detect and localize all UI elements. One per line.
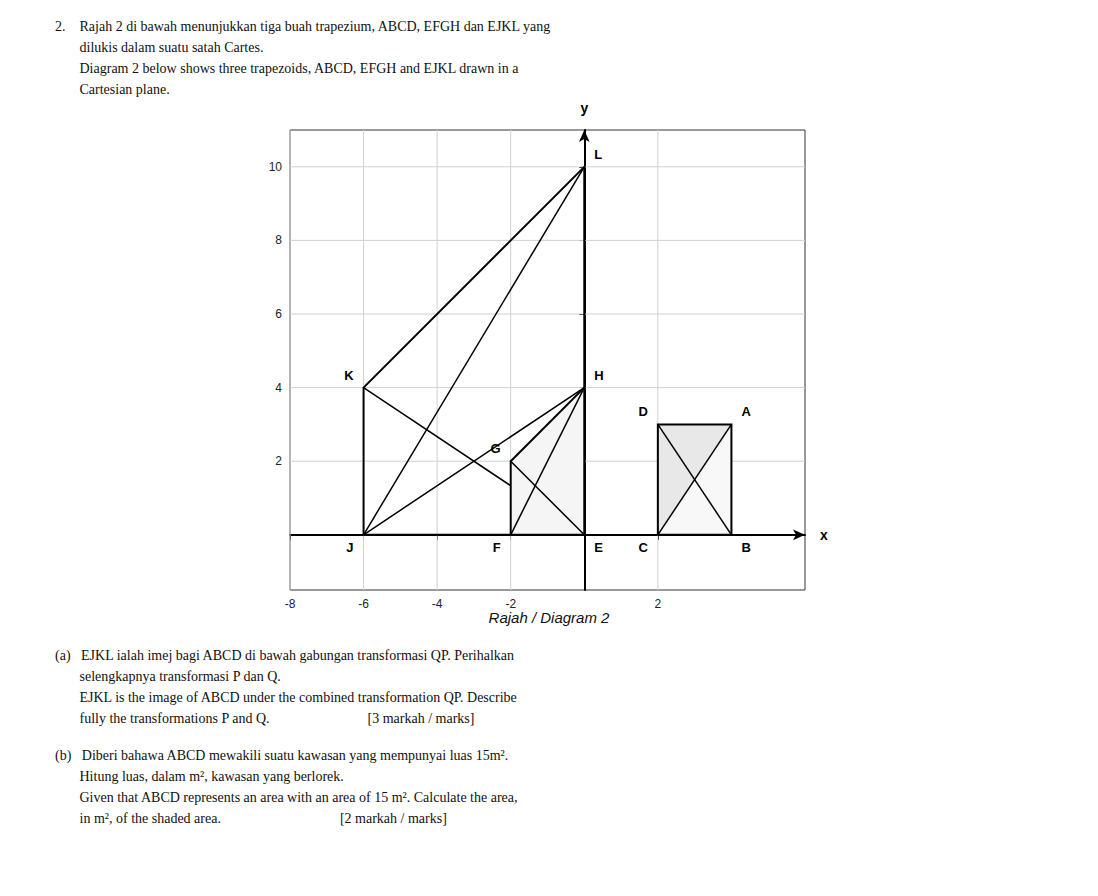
svg-text:J: J	[346, 540, 353, 555]
svg-text:in m², of the shaded area.: in m², of the shaded area. [2 markah / m…	[55, 811, 447, 826]
svg-text:(b) Diberi bahawa ABCD mewak: (b) Diberi bahawa ABCD mewakili suatu ka…	[55, 748, 508, 764]
svg-text:L: L	[594, 147, 602, 162]
svg-text:F: F	[493, 540, 501, 555]
svg-text:EJKL is the image of ABCD unde: EJKL is the image of ABCD under the comb…	[55, 690, 517, 705]
svg-text:D: D	[638, 404, 647, 419]
svg-text:fully the transformations P an: fully the transformations P and Q. [3 ma…	[55, 711, 474, 726]
svg-text:2: 2	[655, 597, 662, 611]
svg-text:G: G	[491, 441, 501, 456]
svg-text:Cartesian plane.: Cartesian plane.	[55, 82, 170, 97]
svg-text:dilukis dalam suatu satah Cart: dilukis dalam suatu satah Cartes.	[55, 40, 263, 55]
svg-text:10: 10	[269, 160, 283, 174]
svg-text:Rajah / Diagram 2: Rajah / Diagram 2	[489, 609, 611, 626]
svg-text:(a) EJKL ialah imej bagi ABC: (a) EJKL ialah imej bagi ABCD di bawah g…	[55, 648, 514, 664]
svg-text:Given that ABCD represents an: Given that ABCD represents an area with …	[55, 790, 518, 805]
svg-text:-8: -8	[285, 597, 296, 611]
svg-text:A: A	[741, 404, 751, 419]
svg-text:y: y	[580, 100, 588, 116]
svg-text:8: 8	[275, 233, 282, 247]
svg-text:-6: -6	[358, 597, 369, 611]
svg-text:2: 2	[275, 454, 282, 468]
svg-text:H: H	[594, 368, 603, 383]
svg-text:2. Rajah 2 di bawah menunju: 2. Rajah 2 di bawah menunjukkan tiga bua…	[55, 19, 550, 34]
svg-text:6: 6	[275, 307, 282, 321]
svg-text:B: B	[741, 540, 750, 555]
svg-text:4: 4	[275, 381, 282, 395]
svg-text:selengkapnya transformasi P da: selengkapnya transformasi P dan Q.	[55, 669, 281, 684]
svg-text:-2: -2	[505, 597, 517, 611]
svg-text:Diagram 2 below shows three tr: Diagram 2 below shows three trapezoids, …	[55, 61, 519, 76]
svg-text:Hitung luas, dalam m², kawasan: Hitung luas, dalam m², kawasan yang berl…	[55, 769, 344, 784]
svg-text:K: K	[344, 368, 354, 383]
svg-text:-4: -4	[432, 597, 443, 611]
svg-text:x: x	[820, 527, 828, 543]
svg-text:E: E	[594, 540, 603, 555]
svg-text:C: C	[638, 540, 648, 555]
